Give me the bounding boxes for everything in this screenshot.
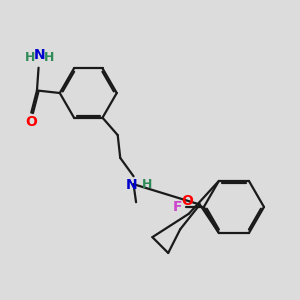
- Text: N: N: [126, 178, 138, 192]
- Text: O: O: [181, 194, 193, 208]
- Text: F: F: [173, 200, 183, 214]
- Text: O: O: [25, 115, 37, 129]
- Text: H: H: [25, 51, 35, 64]
- Text: N: N: [33, 48, 45, 62]
- Text: H: H: [142, 178, 152, 191]
- Text: H: H: [44, 51, 54, 64]
